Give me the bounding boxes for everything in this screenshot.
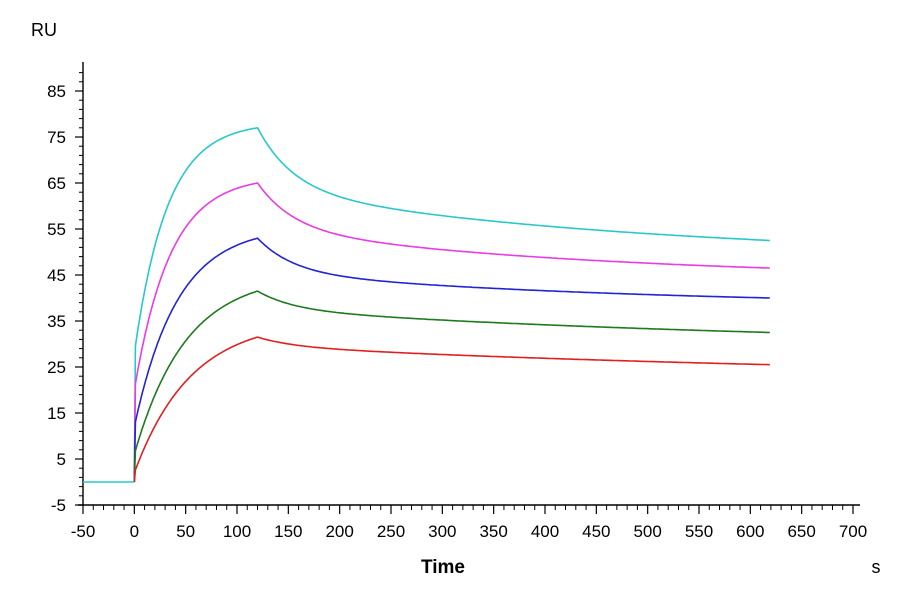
x-axis-unit: s [872, 557, 881, 577]
curve-cyan [133, 127, 770, 483]
y-tick-label: 75 [47, 128, 66, 147]
x-tick-label: 350 [479, 522, 507, 541]
y-axis-ticks: -5 5 15 25 35 45 55 65 75 85 [47, 72, 83, 515]
x-tick-label: 50 [176, 522, 195, 541]
x-tick-label: 500 [633, 522, 661, 541]
x-tick-label: 600 [736, 522, 764, 541]
curve-green [133, 290, 770, 483]
x-tick-label: 650 [787, 522, 815, 541]
curve-red [133, 336, 770, 483]
x-tick-label: 200 [325, 522, 353, 541]
y-tick-label: 35 [47, 312, 66, 331]
x-tick-label: 300 [428, 522, 456, 541]
y-axis-title: RU [31, 20, 57, 40]
x-tick-label: 700 [839, 522, 867, 541]
y-tick-label: 55 [47, 220, 66, 239]
x-axis-title: Time [421, 557, 465, 578]
x-tick-label: 250 [377, 522, 405, 541]
y-tick-label: 15 [47, 404, 66, 423]
x-tick-label: -50 [71, 522, 96, 541]
x-tick-label: 450 [582, 522, 610, 541]
series-group [83, 127, 770, 483]
y-tick-label: 65 [47, 174, 66, 193]
x-tick-label: 150 [274, 522, 302, 541]
y-tick-label: -5 [51, 496, 66, 515]
x-tick-label: 100 [223, 522, 251, 541]
y-tick-label: 85 [47, 82, 66, 101]
curve-magenta [133, 182, 770, 483]
x-axis-ticks: -50 0 50 100 150 200 250 300 350 400 450 500 550 600 6… [71, 505, 867, 541]
x-tick-label: 0 [130, 522, 139, 541]
x-tick-label: 550 [685, 522, 713, 541]
y-tick-label: 25 [47, 358, 66, 377]
curve-blue [133, 237, 770, 483]
x-tick-label: 400 [531, 522, 559, 541]
y-tick-label: 5 [57, 450, 66, 469]
y-tick-label: 45 [47, 266, 66, 285]
